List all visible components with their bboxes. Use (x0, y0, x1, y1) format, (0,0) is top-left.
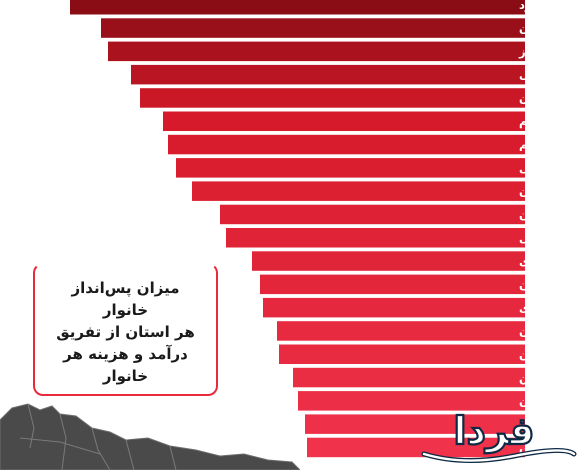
bar-category-label: آذربایجان شرقی (519, 161, 588, 175)
bar-category-label: تهران (519, 347, 552, 361)
bar-category-label: خراسان شمالی (519, 231, 588, 245)
bar-category-label: گلستان (519, 394, 561, 408)
bar-category-label: قزوین (519, 371, 556, 386)
bar-category-label: هرمزگان (519, 324, 569, 338)
bar (226, 228, 525, 248)
bar-category-label: لرستان (519, 184, 561, 198)
bar-category-label: یزد (519, 0, 536, 12)
bar (131, 64, 525, 85)
bar (307, 437, 525, 458)
callout-line-1: میزان پس‌انداز خانوار (71, 279, 180, 319)
bar (140, 88, 525, 108)
bar-category-label: مرکزی (519, 301, 558, 315)
iran-map-icon (0, 403, 300, 470)
bar-category-label: کرمان (519, 91, 554, 105)
bar-category-label: ایلام (519, 114, 544, 128)
bar-category-label: سمنان (519, 277, 557, 291)
bar (277, 321, 525, 341)
callout-line-2: هر استان از تفریق (56, 323, 195, 341)
farda-logo: فردا (421, 408, 577, 463)
bar (101, 18, 525, 38)
bar-category-label: چهارمحال و بختیاری (519, 254, 588, 269)
bar (163, 111, 525, 131)
bar (305, 414, 525, 434)
bar (293, 367, 525, 388)
callout-line-3: درآمد و هزینه هر خانوار (63, 345, 188, 385)
chart-description-callout: میزان پس‌انداز خانوار هر استان از تفریق … (33, 263, 218, 396)
bar-category-label: سیستان و بلوچستان (519, 207, 588, 222)
bar (192, 181, 525, 201)
bar (298, 391, 525, 411)
bar-category-label: خراسان جنوبی (519, 68, 588, 83)
callout-text: میزان پس‌انداز خانوار هر استان از تفریق … (47, 277, 204, 387)
bar (168, 134, 525, 155)
bar (176, 158, 525, 178)
bar-category-label: البرز (518, 44, 546, 58)
bar (108, 41, 525, 62)
bar (252, 251, 525, 271)
bar (263, 297, 525, 318)
bar-category-label: قم (519, 138, 536, 152)
bar-category-label: گیلان (519, 21, 549, 35)
bar-category-label: همدان (519, 417, 555, 431)
bar (70, 0, 525, 15)
bar (260, 274, 525, 295)
bar (220, 204, 525, 225)
watermark-text: فردا (453, 409, 534, 453)
bar (279, 344, 525, 364)
